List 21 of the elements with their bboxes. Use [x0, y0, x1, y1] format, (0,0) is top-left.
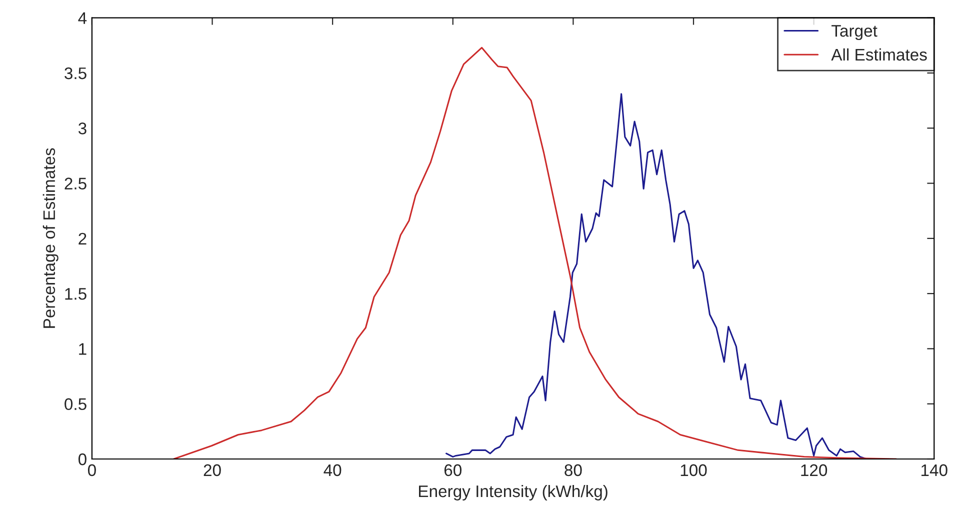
- legend-label: Target: [832, 25, 878, 40]
- y-tick-label: 2: [78, 232, 86, 244]
- y-tick-label: 3: [78, 122, 86, 134]
- x-tick-label: 100: [680, 464, 707, 476]
- x-tick-label: 80: [564, 464, 582, 476]
- x-tick-label: 140: [921, 464, 948, 476]
- x-tick-label: 0: [88, 464, 96, 476]
- y-tick-label: 2.5: [64, 178, 86, 190]
- y-tick-label: 1: [79, 343, 86, 355]
- x-tick-label: 40: [324, 464, 342, 476]
- y-tick-label: 1.5: [65, 288, 86, 300]
- y-axis-title: Percentage of Estimates: [42, 148, 58, 328]
- y-tick-label: 0: [78, 453, 86, 466]
- y-tick-label: 0.5: [64, 398, 86, 410]
- x-tick-label: 120: [801, 464, 828, 476]
- x-axis-title: Energy Intensity (kWh/kg): [419, 484, 608, 500]
- y-tick-label: 4: [78, 12, 87, 24]
- x-tick-label: 20: [204, 464, 221, 476]
- y-tick-label: 3.5: [64, 67, 86, 80]
- x-tick-label: 60: [444, 464, 462, 476]
- legend-label: All Estimates: [831, 48, 927, 61]
